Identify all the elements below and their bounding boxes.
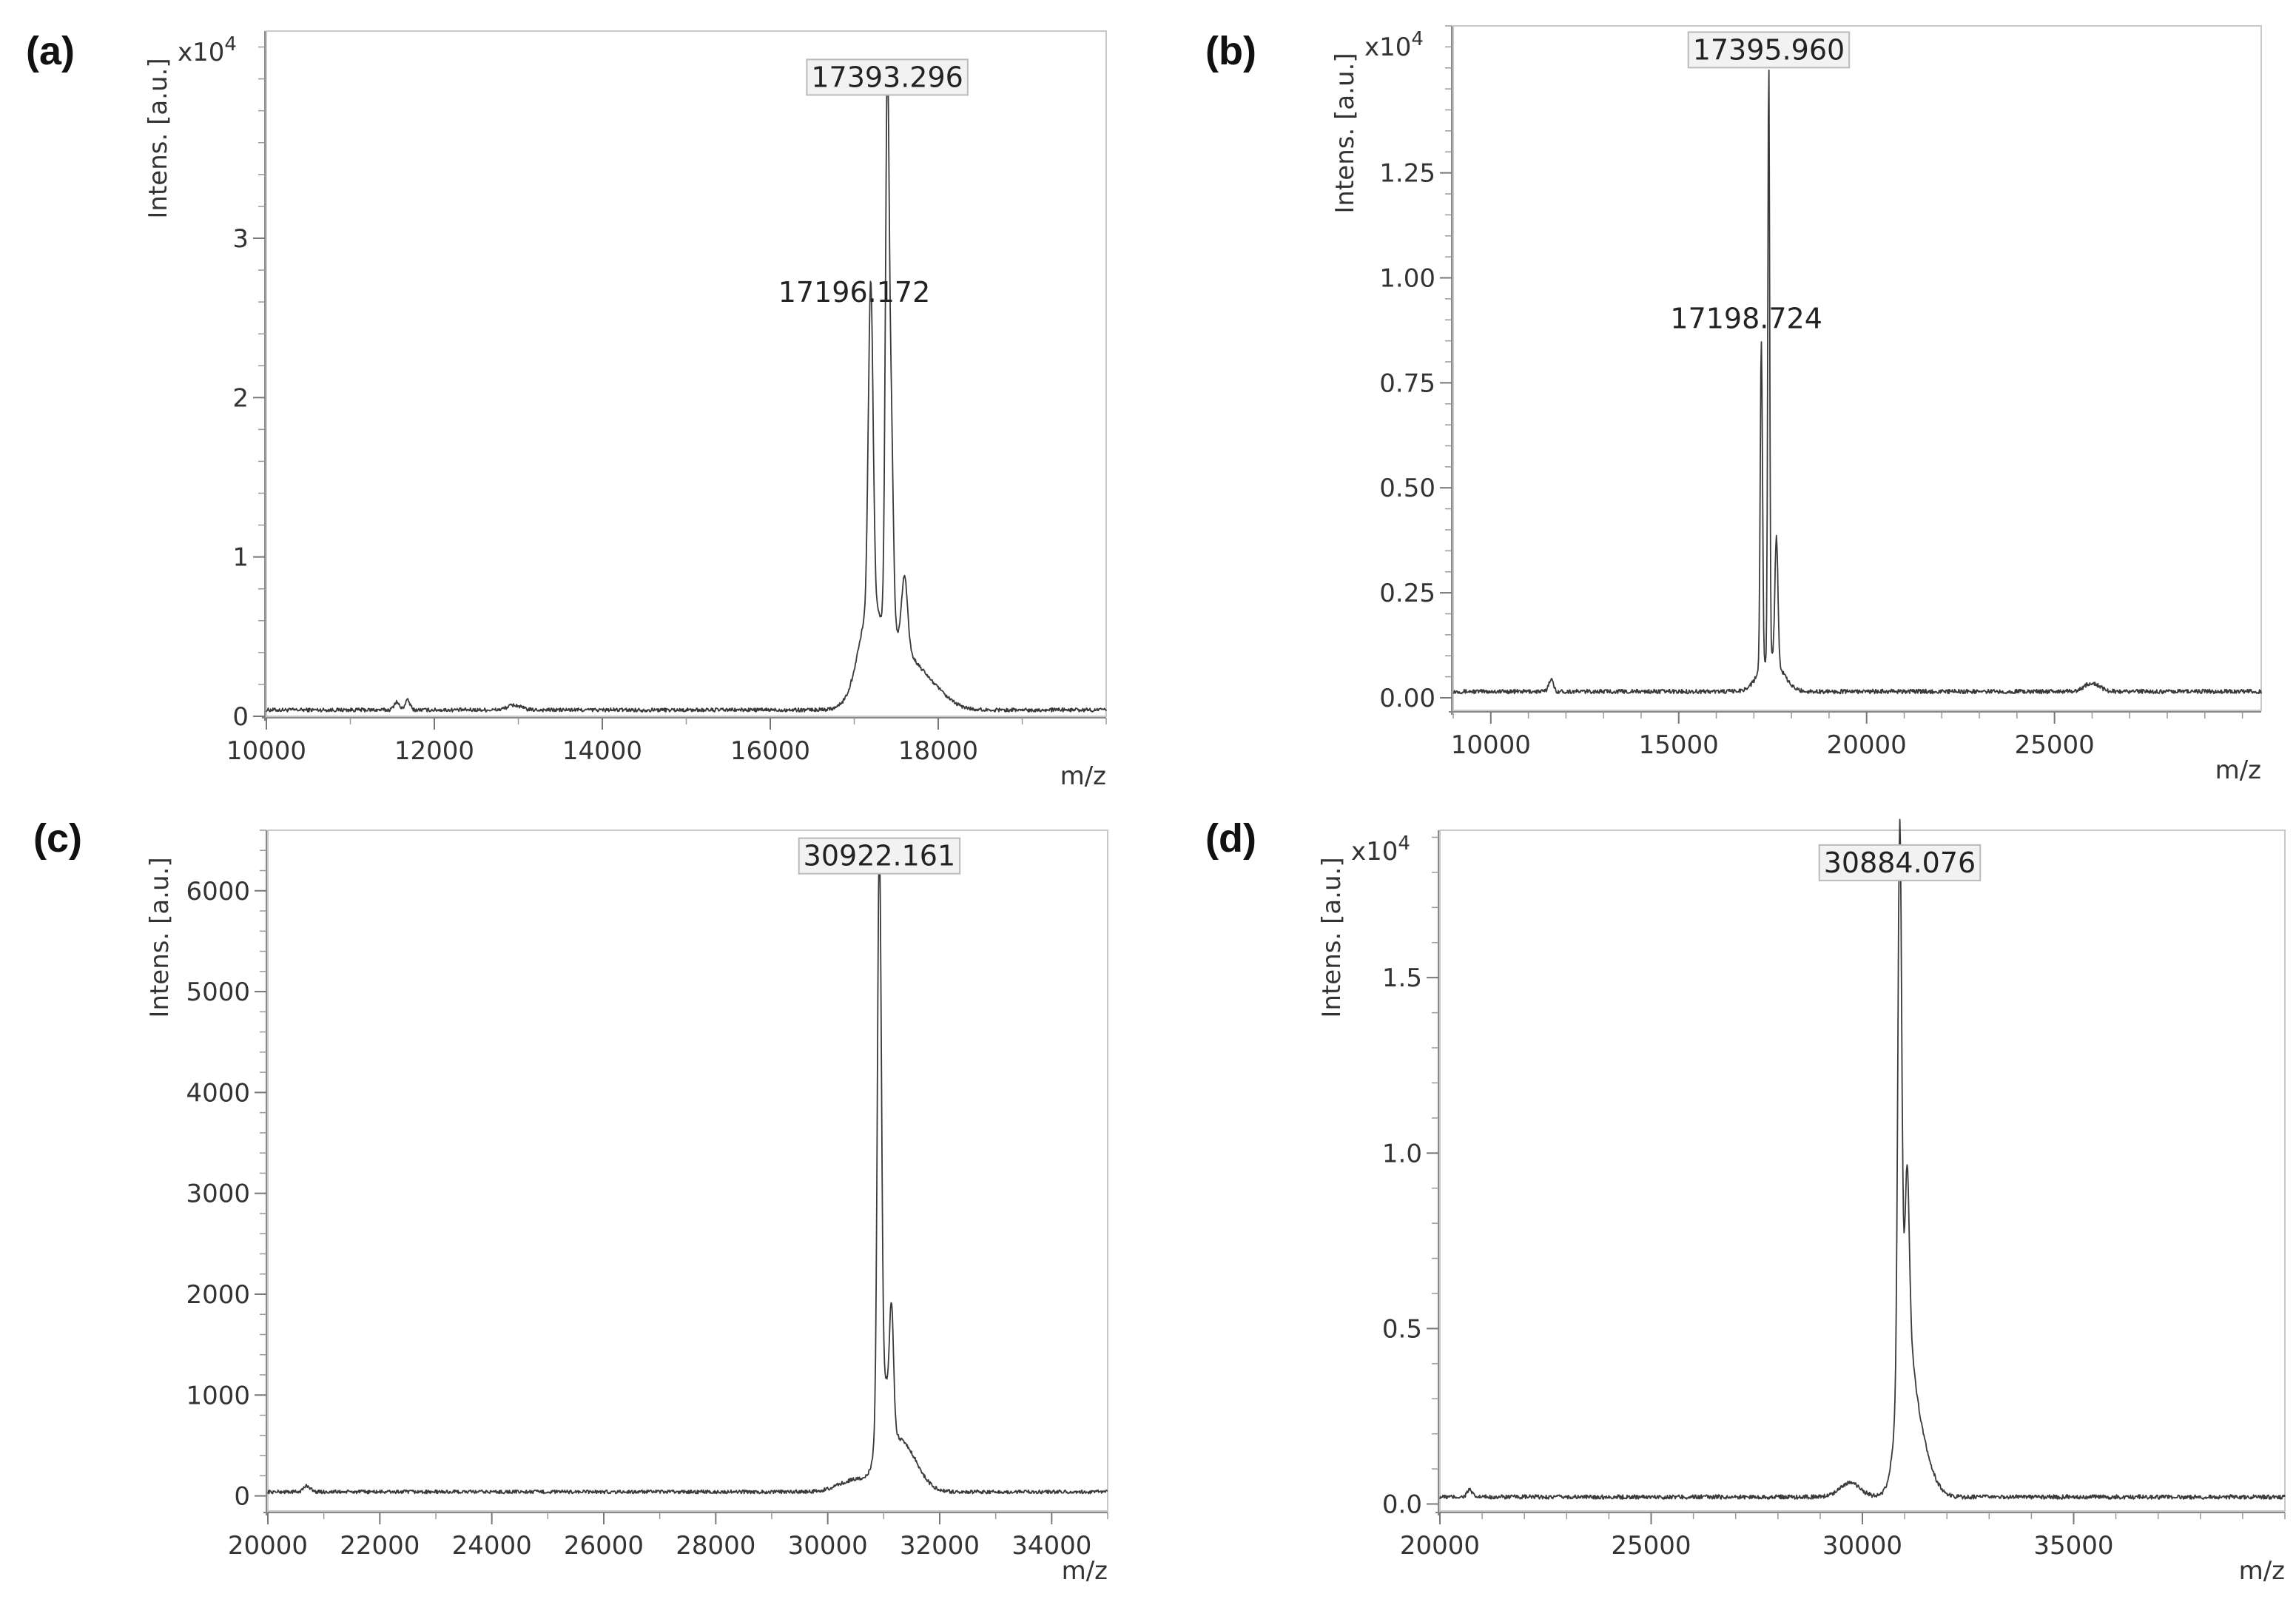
- chart-c-x-axis-title: m/z: [1062, 1556, 1108, 1586]
- chart-d-x-tick-label: 30000: [1822, 1531, 1902, 1561]
- panel-b: (b) 0.00 0.25 0.50 0.75 1.00 1.25 10000 15000 20…: [1148, 0, 2296, 802]
- chart-c-peak-label: 30922.161: [804, 840, 956, 872]
- chart-b-x-tick-label: 20000: [1827, 730, 1907, 760]
- chart-b-y-tick-label: 0.50: [1379, 474, 1435, 503]
- chart-d-plot-frame: [1439, 830, 2286, 1512]
- spectrum-chart-c: 0 1000 2000 3000 4000 5000 6000 20000 22000 24000…: [145, 830, 1108, 1586]
- chart-d-x-tick-label: 20000: [1400, 1531, 1480, 1561]
- chart-a-y-multiplier: x104: [178, 33, 237, 67]
- chart-a-spectrum-line: [266, 60, 1107, 713]
- chart-c-x-tick-label: 34000: [1011, 1531, 1091, 1561]
- chart-b-y-tick-label: 0.25: [1379, 579, 1435, 608]
- spectrum-chart-b: 0.00 0.25 0.50 0.75 1.00 1.25 10000 15000 20000 2…: [1330, 25, 2262, 785]
- chart-b-x-axis-title: m/z: [2215, 756, 2261, 785]
- chart-c-x-tick-label: 20000: [228, 1531, 308, 1561]
- chart-a-x-tick-label: 18000: [898, 736, 978, 766]
- chart-c-x-tick-label: 32000: [900, 1531, 980, 1561]
- chart-a-x-tick-label: 10000: [226, 736, 306, 766]
- chart-c-x-tick-label: 28000: [676, 1531, 755, 1561]
- chart-d-peak-annotation: 30884.076: [1818, 844, 1982, 881]
- chart-d-y-tick-label: 1.5: [1382, 963, 1422, 993]
- chart-b-y-multiplier: x104: [1364, 28, 1424, 62]
- panel-label: (c): [33, 816, 82, 861]
- panel-label: (b): [1205, 29, 1256, 73]
- chart-a-y-tick-label: 0: [232, 702, 249, 732]
- chart-a-y-tick-label: 3: [232, 224, 249, 254]
- chart-d-x-axis-title: m/z: [2239, 1556, 2285, 1586]
- chart-a-peak-annotation: 17393.296: [806, 58, 969, 96]
- chart-d-y-tick-label: 0.0: [1382, 1490, 1422, 1520]
- chart-d-y-multiplier: x104: [1351, 832, 1410, 867]
- chart-a-peak-label: 17393.296: [811, 61, 963, 93]
- chart-b-x-tick-label: 25000: [2015, 730, 2095, 760]
- chart-c-y-tick-label: 6000: [186, 877, 250, 906]
- chart-c-y-axis-title: Intens. [a.u.]: [145, 857, 175, 1017]
- panel-d: (d) 0.0 0.5 1.0 1.5 20000 25000 30000 35000 m/z I…: [1148, 802, 2296, 1605]
- chart-b-x-tick-label: 10000: [1451, 730, 1531, 760]
- chart-c-y-tick-label: 0: [234, 1482, 250, 1512]
- chart-d-y-tick-label: 1.0: [1382, 1139, 1422, 1168]
- chart-a-y-axis-title: Intens. [a.u.]: [144, 58, 173, 218]
- chart-b-peak-label: 17198.724: [1670, 303, 1822, 335]
- chart-a-peak-label-box: [806, 58, 969, 96]
- panel-a: (a) 0 1 2 3 10000 12000 14000 16000 18000 m/z Inte…: [0, 0, 1148, 802]
- chart-b-peak-annotation: 17395.960: [1687, 31, 1851, 69]
- chart-d-x-tick-label: 25000: [1611, 1531, 1691, 1561]
- panel-c: (c) 0 1000 2000 3000 4000 5000 6000 20000 22000 2…: [0, 802, 1148, 1605]
- chart-a-x-tick-label: 12000: [394, 736, 474, 766]
- chart-b-y-axis-title: Intens. [a.u.]: [1330, 53, 1360, 213]
- chart-c-y-tick-label: 5000: [186, 978, 250, 1007]
- chart-b-y-tick-label: 0.00: [1379, 684, 1435, 713]
- chart-b-peak-label: 17395.960: [1693, 33, 1845, 66]
- panel-label: (d): [1205, 816, 1256, 861]
- chart-c-x-tick-label: 30000: [788, 1531, 868, 1561]
- chart-a-x-axis-title: m/z: [1060, 761, 1106, 791]
- chart-c-y-tick-label: 4000: [186, 1078, 250, 1108]
- chart-c-peak-annotation: 30922.161: [798, 837, 961, 875]
- chart-d-peak-label: 30884.076: [1824, 847, 1976, 879]
- chart-b-spectrum-line: [1452, 70, 2262, 695]
- chart-c-x-tick-label: 26000: [564, 1531, 644, 1561]
- chart-d-peak-label-box: [1818, 844, 1982, 881]
- chart-b-y-tick-label: 1.25: [1379, 159, 1435, 189]
- chart-c-peak-label-box: [798, 837, 961, 875]
- chart-b-peak-label-box: [1687, 31, 1851, 69]
- chart-c-y-tick-label: 2000: [186, 1280, 250, 1310]
- panel-label: (a): [26, 29, 75, 73]
- chart-c-spectrum-line: [267, 846, 1108, 1495]
- chart-c-y-tick-label: 3000: [186, 1180, 250, 1209]
- chart-b-y-tick-label: 1.00: [1379, 263, 1435, 293]
- chart-b-x-tick-label: 15000: [1639, 730, 1719, 760]
- chart-b-peak-annotation: 17198.724: [1670, 303, 1822, 335]
- chart-c-y-tick-label: 1000: [186, 1381, 250, 1410]
- chart-d-x-tick-label: 35000: [2033, 1531, 2113, 1561]
- chart-b-y-tick-label: 0.75: [1379, 369, 1435, 398]
- spectrum-chart-a: 0 1 2 3 10000 12000 14000 16000 18000 m/z Intens. …: [144, 30, 1107, 791]
- chart-b-plot-frame: [1452, 25, 2262, 711]
- spectrum-chart-d: 0.0 0.5 1.0 1.5 20000 25000 30000 35000 m/z Inten…: [1317, 818, 2286, 1586]
- chart-d-y-tick-label: 0.5: [1382, 1314, 1422, 1344]
- chart-a-x-tick-label: 16000: [730, 736, 810, 766]
- chart-c-x-tick-label: 24000: [452, 1531, 532, 1561]
- chart-d-y-axis-title: Intens. [a.u.]: [1317, 857, 1347, 1017]
- chart-a-x-tick-label: 14000: [562, 736, 642, 766]
- chart-c-plot-frame: [267, 830, 1108, 1512]
- chart-c-x-tick-label: 22000: [340, 1531, 420, 1561]
- chart-a-peak-label: 17196.172: [778, 276, 931, 309]
- chart-a-plot-frame: [266, 30, 1107, 717]
- chart-a-y-tick-label: 2: [232, 383, 249, 413]
- chart-a-peak-annotation: 17196.172: [778, 276, 931, 309]
- chart-d-spectrum-line: [1439, 818, 2286, 1500]
- chart-a-y-tick-label: 1: [232, 543, 249, 573]
